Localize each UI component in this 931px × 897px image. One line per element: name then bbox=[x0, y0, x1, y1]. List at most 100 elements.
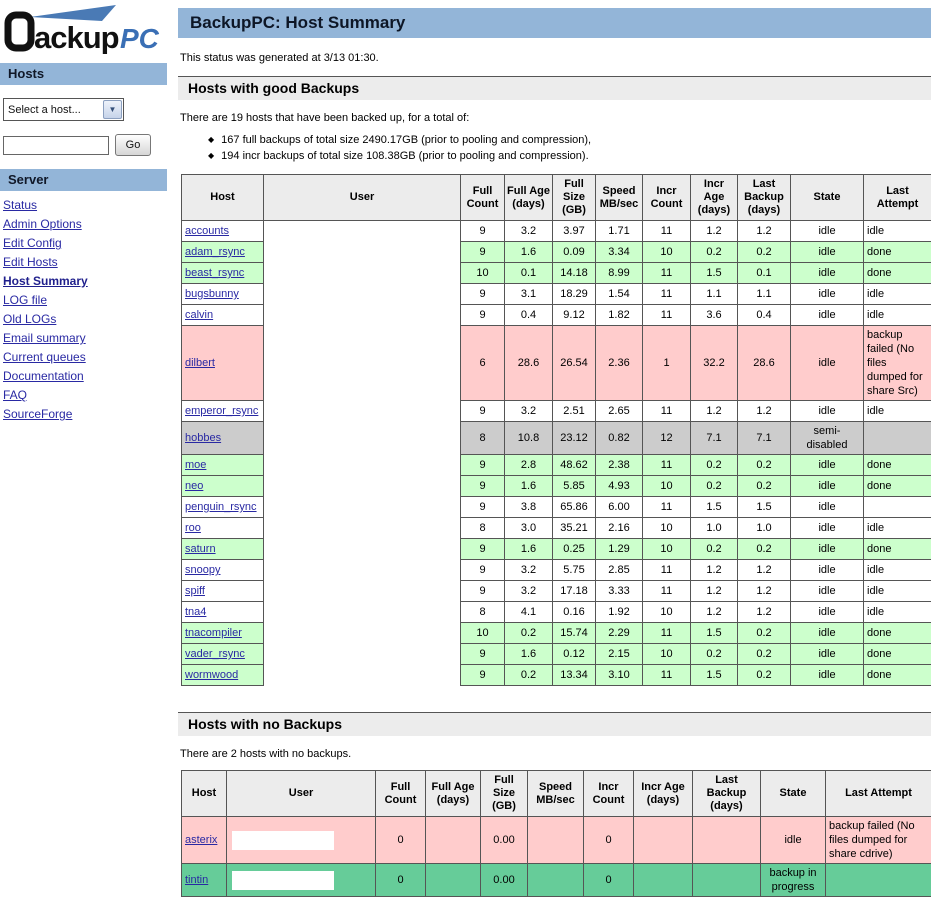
column-header: Speed MB/sec bbox=[596, 175, 643, 221]
chevron-down-icon[interactable]: ▼ bbox=[103, 100, 122, 119]
host-link[interactable]: penguin_rsync bbox=[185, 501, 257, 513]
cell-speed: 1.54 bbox=[596, 284, 643, 305]
host-link[interactable]: adam_rsync bbox=[185, 246, 245, 258]
cell-speed: 2.15 bbox=[596, 644, 643, 665]
cell-speed: 4.93 bbox=[596, 476, 643, 497]
cell-last-backup: 0.2 bbox=[738, 242, 791, 263]
host-link[interactable]: tintin bbox=[185, 874, 208, 886]
cell-host: accounts bbox=[182, 221, 264, 242]
incr-backups-total: 194 incr backups of total size 108.38GB … bbox=[221, 150, 588, 162]
column-header: Incr Count bbox=[584, 771, 634, 817]
column-header: Host bbox=[182, 175, 264, 221]
host-link[interactable]: neo bbox=[185, 480, 203, 492]
cell-last-attempt: done bbox=[864, 665, 931, 686]
cell-last-attempt bbox=[826, 864, 931, 897]
host-link[interactable]: emperor_rsync bbox=[185, 405, 258, 417]
sidebar-item-documentation[interactable]: Documentation bbox=[3, 367, 167, 386]
host-link[interactable]: accounts bbox=[185, 225, 229, 237]
sidebar-item-edit-hosts[interactable]: Edit Hosts bbox=[3, 253, 167, 272]
cell-full-age: 4.1 bbox=[505, 602, 553, 623]
cell-last-backup bbox=[693, 864, 761, 897]
cell-full-count: 6 bbox=[461, 326, 505, 401]
host-select[interactable]: Select a host... ▼ bbox=[3, 98, 124, 121]
cell-user bbox=[264, 326, 461, 401]
bullet-icon: ◆ bbox=[208, 135, 214, 144]
host-link[interactable]: vader_rsync bbox=[185, 648, 245, 660]
column-header: Full Count bbox=[461, 175, 505, 221]
cell-incr-count: 11 bbox=[643, 665, 691, 686]
cell-full-age: 1.6 bbox=[505, 644, 553, 665]
cell-host: vader_rsync bbox=[182, 644, 264, 665]
host-link[interactable]: saturn bbox=[185, 543, 216, 555]
cell-host: hobbes bbox=[182, 422, 264, 455]
column-header: Last Attempt bbox=[826, 771, 931, 817]
cell-full-count: 9 bbox=[461, 665, 505, 686]
go-button[interactable]: Go bbox=[115, 134, 151, 156]
column-header: Last Attempt bbox=[864, 175, 931, 221]
user-redacted-box bbox=[232, 831, 334, 850]
host-link[interactable]: hobbes bbox=[185, 432, 221, 444]
host-link[interactable]: roo bbox=[185, 522, 201, 534]
cell-full-size: 13.34 bbox=[553, 665, 596, 686]
cell-state: idle bbox=[791, 326, 864, 401]
cell-last-attempt: backup failed (No files dumped for share… bbox=[864, 326, 931, 401]
cell-full-size: 0.25 bbox=[553, 539, 596, 560]
host-link[interactable]: bugsbunny bbox=[185, 288, 239, 300]
sidebar-item-sourceforge[interactable]: SourceForge bbox=[3, 405, 167, 424]
sidebar-item-log-file[interactable]: LOG file bbox=[3, 291, 167, 310]
sidebar-item-edit-config[interactable]: Edit Config bbox=[3, 234, 167, 253]
cell-full-size: 5.75 bbox=[553, 560, 596, 581]
cell-full-count: 9 bbox=[461, 401, 505, 422]
cell-user bbox=[264, 284, 461, 305]
column-header: Full Size (GB) bbox=[553, 175, 596, 221]
cell-incr-age: 1.5 bbox=[691, 497, 738, 518]
sidebar-item-admin-options[interactable]: Admin Options bbox=[3, 215, 167, 234]
host-link[interactable]: dilbert bbox=[185, 357, 215, 369]
cell-state: idle bbox=[791, 644, 864, 665]
host-link[interactable]: snoopy bbox=[185, 564, 220, 576]
cell-last-attempt: idle bbox=[864, 518, 931, 539]
host-link[interactable]: spiff bbox=[185, 585, 205, 597]
cell-full-age: 3.2 bbox=[505, 221, 553, 242]
cell-user bbox=[264, 422, 461, 455]
sidebar-item-current-queues[interactable]: Current queues bbox=[3, 348, 167, 367]
host-link[interactable]: beast_rsync bbox=[185, 267, 244, 279]
cell-host: spiff bbox=[182, 581, 264, 602]
cell-incr-count: 10 bbox=[643, 476, 691, 497]
cell-incr-age: 0.2 bbox=[691, 644, 738, 665]
cell-full-age: 28.6 bbox=[505, 326, 553, 401]
host-link[interactable]: asterix bbox=[185, 834, 217, 846]
host-search-input[interactable] bbox=[3, 136, 109, 155]
host-link[interactable]: wormwood bbox=[185, 669, 238, 681]
cell-incr-count: 11 bbox=[643, 623, 691, 644]
column-header: Incr Age (days) bbox=[691, 175, 738, 221]
page-title: BackupPC: Host Summary bbox=[178, 8, 931, 38]
cell-state: idle bbox=[791, 560, 864, 581]
cell-speed: 1.29 bbox=[596, 539, 643, 560]
cell-user bbox=[264, 644, 461, 665]
host-link[interactable]: tna4 bbox=[185, 606, 206, 618]
host-link[interactable]: tnacompiler bbox=[185, 627, 242, 639]
cell-host: dilbert bbox=[182, 326, 264, 401]
sidebar-item-host-summary[interactable]: Host Summary bbox=[3, 272, 167, 291]
cell-user bbox=[227, 864, 376, 897]
cell-host: tna4 bbox=[182, 602, 264, 623]
host-link[interactable]: calvin bbox=[185, 309, 213, 321]
cell-state: idle bbox=[791, 242, 864, 263]
cell-incr-age: 1.5 bbox=[691, 623, 738, 644]
sidebar-item-old-logs[interactable]: Old LOGs bbox=[3, 310, 167, 329]
sidebar-item-status[interactable]: Status bbox=[3, 196, 167, 215]
cell-last-attempt: done bbox=[864, 539, 931, 560]
cell-full-count: 9 bbox=[461, 221, 505, 242]
host-link[interactable]: moe bbox=[185, 459, 206, 471]
cell-user bbox=[264, 665, 461, 686]
sidebar-item-email-summary[interactable]: Email summary bbox=[3, 329, 167, 348]
sidebar-item-faq[interactable]: FAQ bbox=[3, 386, 167, 405]
cell-last-backup: 0.4 bbox=[738, 305, 791, 326]
